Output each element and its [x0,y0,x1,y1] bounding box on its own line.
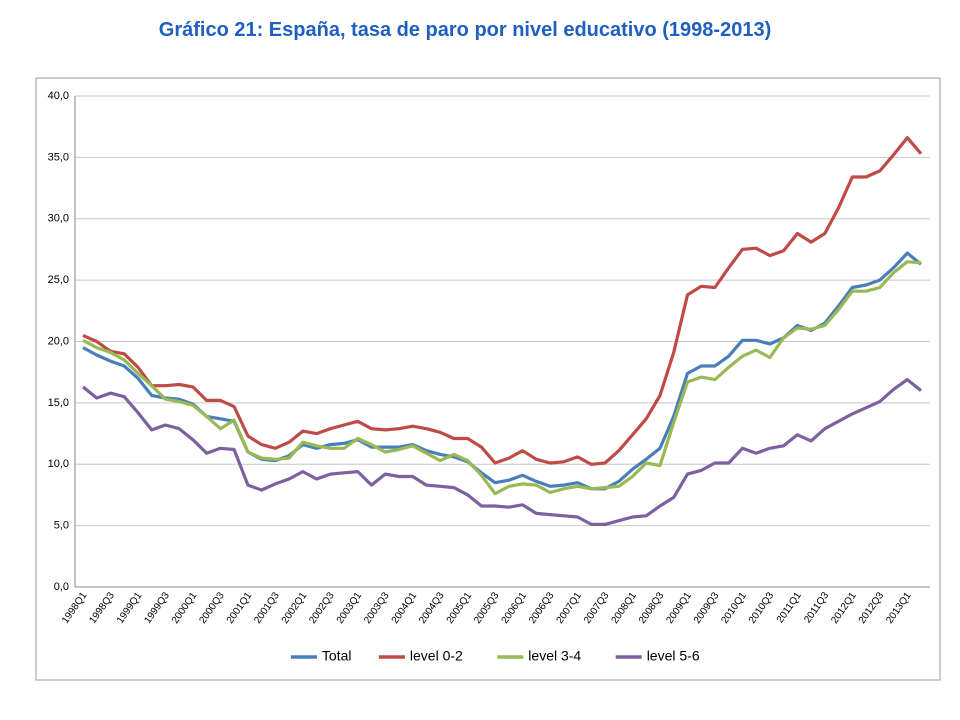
x-tick-label: 1999Q1 [115,590,145,626]
x-tick-label: 2002Q3 [307,590,337,626]
x-tick-label: 1999Q3 [142,590,172,626]
x-tick-label: 2000Q3 [197,590,227,626]
x-tick-label: 2011Q3 [802,590,831,625]
x-tick-label: 2005Q1 [445,590,475,626]
x-tick-label: 2013Q1 [884,590,914,626]
y-tick-label: 10,0 [48,458,69,470]
x-tick-label: 2010Q1 [719,590,749,626]
x-tick-label: 2004Q1 [390,590,420,626]
legend-label: level 3-4 [528,648,581,664]
x-tick-label: 2003Q1 [335,590,365,626]
x-tick-label: 2010Q3 [747,590,777,626]
x-tick-label: 2006Q3 [527,590,557,626]
x-tick-label: 2004Q3 [417,590,447,626]
x-tick-label: 1998Q3 [88,590,118,626]
x-tick-label: 2001Q3 [252,590,282,626]
y-tick-label: 35,0 [48,151,69,163]
x-tick-label: 2006Q1 [500,590,530,626]
chart-title: Gráfico 21: España, tasa de paro por niv… [159,19,771,41]
x-tick-label: 2005Q3 [472,590,502,626]
y-tick-label: 15,0 [48,397,69,409]
x-tick-label: 2012Q1 [829,590,859,626]
series-line [81,378,923,526]
x-tick-label: 2003Q3 [362,590,392,626]
x-tick-label: 2008Q1 [610,590,640,626]
series-line [82,260,922,496]
x-tick-label: 2009Q3 [692,590,722,626]
x-tick-label: 2007Q1 [555,590,585,626]
x-tick-label: 2002Q1 [280,590,310,626]
x-tick-label: 2008Q3 [637,590,667,626]
y-tick-label: 25,0 [48,274,69,286]
x-tick-label: 2007Q3 [582,590,612,626]
x-tick-label: 2012Q3 [857,590,887,626]
legend-label: level 5-6 [647,648,700,664]
x-tick-label: 2009Q1 [664,590,694,626]
y-tick-label: 30,0 [48,213,69,225]
y-tick-label: 5,0 [54,520,69,532]
x-tick-label: 2000Q1 [170,590,200,626]
chart-frame [35,77,941,681]
legend-label: Total [322,648,352,664]
x-tick-label: 2011Q1 [775,590,804,625]
y-tick-label: 0,0 [54,581,69,593]
y-tick-label: 20,0 [48,335,69,347]
y-tick-label: 40,0 [48,90,69,102]
x-tick-label: 1998Q1 [60,590,90,626]
x-tick-label: 2001Q1 [225,590,255,626]
series-line [82,136,923,466]
legend-label: level 0-2 [410,648,463,664]
